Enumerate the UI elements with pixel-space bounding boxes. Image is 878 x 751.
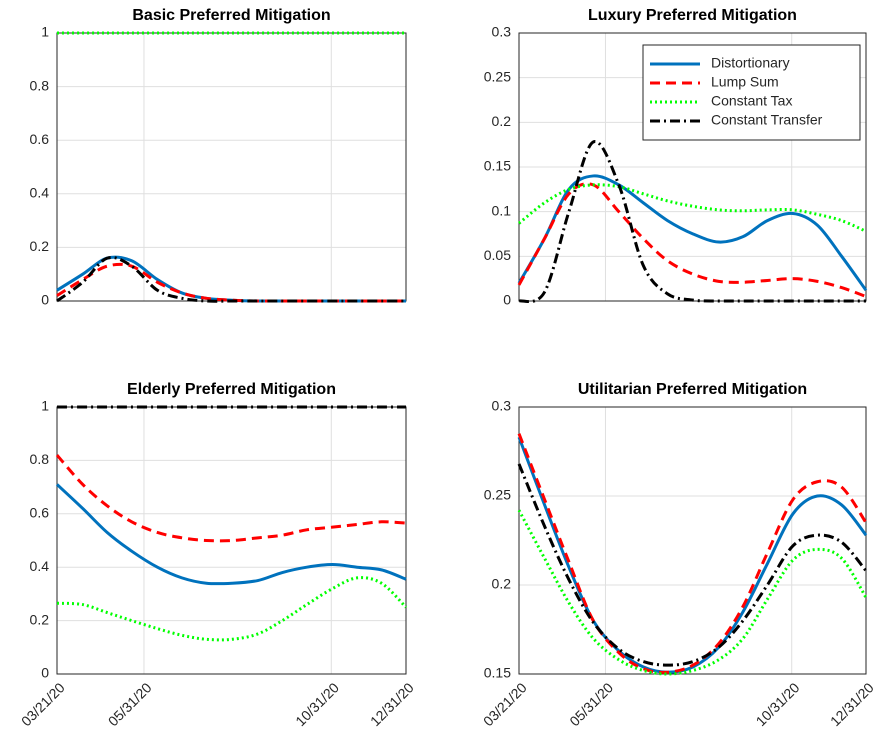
series-line: [518, 183, 867, 233]
y-tick-label: 0.6: [30, 131, 50, 147]
y-tick-label: 0.2: [492, 113, 512, 129]
x-tick-label: 03/21/20: [18, 679, 68, 729]
x-tick-label: 03/21/20: [480, 679, 530, 729]
y-tick-label: 0.15: [484, 158, 511, 174]
subplot: 0 0.2 0.4 0.6 0.8 1 03/21/20 05/31/20 10/31/20 12…: [18, 381, 417, 729]
series-line: [517, 463, 868, 667]
y-tick-label: 0: [503, 292, 511, 308]
legend: Distortionary Lump Sum Constant Tax Constan…: [642, 44, 861, 141]
y-tick-label: 0.3: [492, 398, 512, 414]
subplot-title: Elderly Preferred Mitigation: [127, 381, 336, 398]
y-tick-label: 1: [41, 24, 49, 40]
x-tick-label: 05/31/20: [105, 679, 155, 729]
series-line: [56, 255, 406, 303]
y-tick-label: 0.2: [30, 611, 50, 627]
plot-area: [519, 407, 866, 674]
series-line: [517, 433, 868, 674]
subplot-title: Basic Preferred Mitigation: [132, 7, 330, 24]
y-tick-label: 0.4: [30, 558, 50, 574]
plot-area: [57, 33, 406, 301]
series-line: [56, 576, 408, 642]
subplot: 0 0.2 0.4 0.6 0.8 1 Basic Preferred Mitigation: [30, 7, 407, 308]
legend-label: Constant Tax: [711, 93, 792, 109]
y-tick-label: 0.2: [492, 576, 512, 592]
series-line: [55, 483, 407, 586]
subplot: 0 0.05 0.1 0.15 0.2 0.25 0.3 Luxury Preferred M…: [484, 7, 868, 308]
y-tick-label: 0: [41, 665, 49, 681]
x-tick-label: 10/31/20: [292, 679, 342, 729]
series-line: [517, 182, 867, 298]
x-tick-label: 05/31/20: [566, 679, 616, 729]
y-tick-label: 0.2: [30, 238, 50, 254]
x-tick-label: 10/31/20: [753, 679, 803, 729]
y-tick-label: 0.05: [484, 247, 511, 263]
series-line: [518, 140, 866, 303]
subplot-title: Utilitarian Preferred Mitigation: [578, 381, 807, 398]
y-tick-label: 0.3: [492, 24, 512, 40]
subplot: 0.15 0.2 0.25 0.3 03/21/20 05/31/20 10/31/20 12…: [480, 381, 877, 729]
series-line: [517, 436, 868, 674]
y-tick-label: 0: [41, 292, 49, 308]
y-tick-label: 0.25: [484, 68, 511, 84]
y-tick-label: 0.25: [484, 487, 511, 503]
legend-label: Lump Sum: [711, 74, 779, 90]
y-tick-label: 0.8: [30, 451, 50, 467]
subplot-title: Luxury Preferred Mitigation: [588, 7, 797, 24]
axes-box: [518, 406, 867, 675]
y-tick-label: 0.4: [30, 185, 50, 201]
y-tick-label: 0.8: [30, 77, 50, 93]
y-tick-label: 1: [41, 398, 49, 414]
y-tick-label: 0.1: [492, 202, 512, 218]
x-tick-label: 12/31/20: [367, 679, 417, 729]
y-tick-label: 0.15: [484, 665, 511, 681]
legend-label: Distortionary: [711, 55, 790, 71]
y-tick-label: 0.6: [30, 505, 50, 521]
x-tick-label: 12/31/20: [827, 679, 877, 729]
legend-box: [642, 44, 861, 141]
legend-label: Constant Transfer: [711, 112, 823, 128]
plot-area: [57, 407, 406, 674]
series-line: [55, 454, 407, 543]
